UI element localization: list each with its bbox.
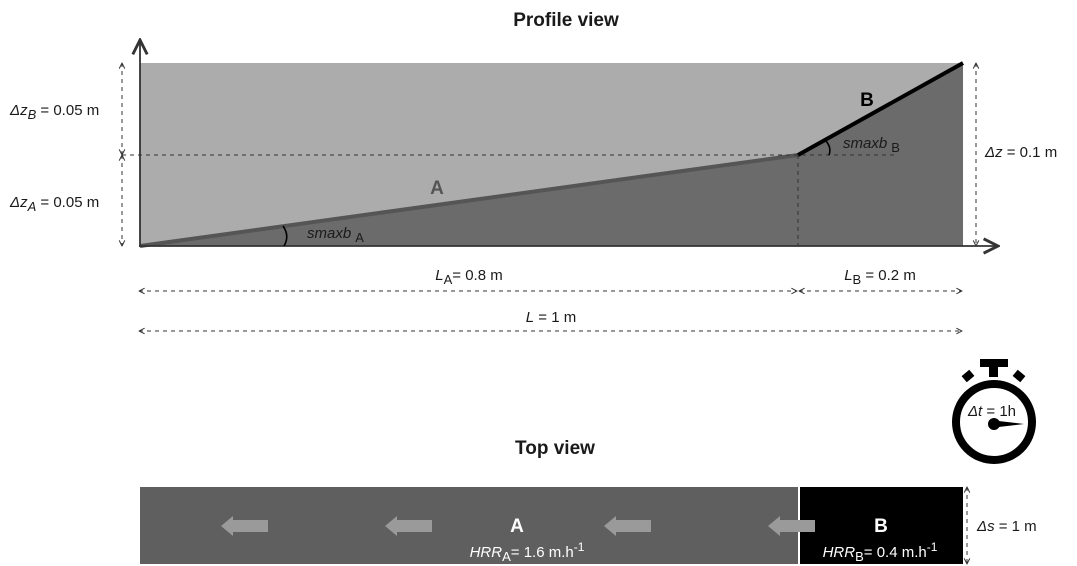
hrr-a-label: HRRA= 1.6 m.h-1: [470, 540, 585, 564]
flow-arrow-icon: [221, 516, 268, 536]
profile-view-title: Profile view: [513, 10, 619, 31]
dz-b-label: ΔzB = 0.05 m: [9, 102, 99, 122]
width-label: Δs = 1 m: [976, 518, 1037, 535]
length-a-label: LA= 0.8 m: [435, 267, 502, 287]
segment-a-line: [139, 153, 799, 248]
flow-arrow-icon: [768, 516, 815, 536]
top-segment-b: [800, 487, 963, 564]
flow-arrow-icon: [604, 516, 651, 536]
stopwatch-icon: [952, 359, 1036, 464]
profile-lower-region: [140, 63, 963, 246]
profile-segment-a-label: A: [430, 178, 444, 199]
slope-a-label: smaxb A: [307, 225, 364, 245]
timestep-label: Δt = 1h: [967, 403, 1016, 420]
flow-arrow-icon: [385, 516, 432, 536]
top-view-title: Top view: [515, 438, 595, 459]
profile-area: [139, 61, 964, 248]
slope-a-angle-arc: [282, 225, 288, 247]
dz-total-label: Δz = 0.1 m: [984, 144, 1057, 161]
slope-b-angle-arc: [824, 139, 831, 156]
slope-b-label: smaxb B: [843, 135, 900, 155]
hrr-b-label: HRRB= 0.4 m.h-1: [823, 540, 938, 564]
top-segment-a-label: A: [510, 516, 524, 537]
profile-segment-b-label: B: [860, 90, 874, 111]
dz-a-label: ΔzA = 0.05 m: [9, 194, 99, 214]
top-segment-b-label: B: [874, 516, 888, 537]
length-b-label: LB = 0.2 m: [844, 267, 916, 287]
length-total-label: L = 1 m: [526, 309, 576, 326]
flow-arrows: [221, 516, 815, 536]
